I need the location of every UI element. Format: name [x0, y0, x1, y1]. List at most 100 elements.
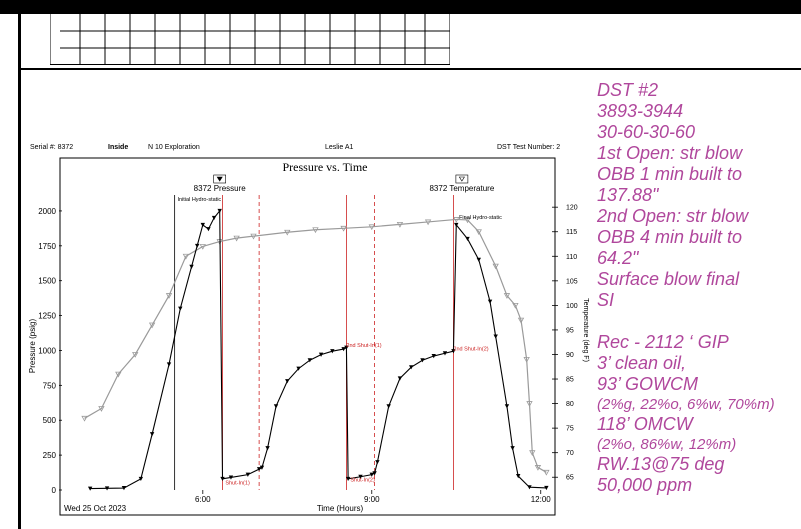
note-line: DST #2 — [597, 80, 659, 100]
company-label: N 10 Exploration — [148, 144, 200, 151]
note-line: 3893-3944 — [597, 101, 684, 121]
note-line: 137.88" — [597, 185, 659, 205]
pressure-point — [296, 366, 301, 371]
y-tick-label: 750 — [43, 381, 57, 390]
temperature-point — [368, 224, 375, 231]
y2-tick-label: 110 — [566, 254, 577, 261]
y2-tick-label: 105 — [566, 278, 578, 285]
temperature-point — [475, 229, 482, 236]
pressure-point — [345, 476, 351, 482]
note-line: RW.13@75 deg — [597, 454, 725, 474]
temperature-point — [529, 450, 536, 457]
pressure-point — [178, 306, 183, 311]
y2-tick-label: 85 — [566, 377, 574, 384]
temperature-point — [492, 263, 499, 270]
note-line: 2nd Open: str blow — [597, 206, 749, 226]
temperature-point — [464, 217, 471, 224]
pressure-point — [369, 472, 374, 477]
y-tick-label: 2000 — [38, 207, 56, 216]
pressure-point — [217, 208, 222, 214]
y2-tick-label: 90 — [566, 352, 574, 359]
pressure-point — [166, 362, 172, 367]
pressure-point — [487, 299, 493, 304]
left-border — [18, 0, 21, 529]
y-tick-label: 500 — [43, 416, 57, 425]
note-line: (2%o, 86%w, 12%m) — [597, 436, 737, 453]
temperature-point — [526, 401, 533, 407]
pressure-point — [465, 236, 470, 242]
event-annotation: Shut-In(2) — [350, 478, 375, 484]
y-tick-label: 250 — [43, 451, 57, 460]
temperature-series-line — [84, 218, 547, 473]
pressure-point — [408, 365, 414, 370]
temperature-point — [340, 225, 347, 232]
y2-axis-label: Temperature (deg F) — [582, 298, 589, 362]
temperature-point — [512, 302, 519, 309]
temperature-point — [312, 227, 319, 234]
y2-tick-label: 75 — [566, 426, 574, 433]
temperature-point — [503, 293, 511, 299]
note-line: 30-60-30-60 — [597, 122, 696, 142]
note-line: 50,000 ppm — [597, 475, 693, 495]
pressure-point — [307, 358, 313, 363]
temperature-point — [424, 219, 432, 226]
pressure-point — [245, 472, 251, 477]
note-line: (2%g, 22%o, 6%w, 70%m) — [597, 396, 775, 413]
pressure-point — [318, 352, 324, 357]
pressure-point — [220, 476, 225, 482]
pressure-point — [375, 460, 380, 465]
pressure-point — [397, 376, 403, 381]
date-label: Wed 25 Oct 2023 — [64, 504, 127, 513]
pressure-point — [228, 475, 234, 480]
temperature-point — [523, 356, 530, 363]
y2-tick-label: 115 — [566, 229, 577, 236]
temperature-point — [543, 469, 550, 476]
serial-label: Serial #: 8372 — [30, 144, 74, 151]
temperature-point — [98, 406, 105, 412]
temperature-point — [517, 317, 525, 324]
temperature-point — [148, 322, 156, 329]
pressure-point — [259, 465, 265, 470]
lease-label: Leslie A1 — [325, 144, 354, 151]
chart-title: Pressure vs. Time — [282, 160, 367, 174]
temperature-point — [132, 352, 139, 358]
pressure-point — [386, 404, 391, 409]
pressure-point — [516, 474, 521, 479]
x-tick-label: 6:00 — [195, 495, 211, 504]
dst-notes: DST #2 3893-3944 30-60-30-60 1st Open: str … — [597, 80, 801, 496]
y2-tick-label: 120 — [566, 205, 578, 212]
pressure-point — [273, 404, 279, 409]
pressure-point — [420, 358, 425, 363]
top-border — [0, 0, 801, 14]
note-line: OBB 1 min built to — [597, 164, 743, 184]
temperature-point — [199, 244, 206, 250]
pressure-point — [189, 264, 194, 269]
y2-tick-label: 100 — [566, 303, 578, 310]
pressure-point — [194, 243, 200, 249]
pressure-point — [358, 474, 363, 479]
note-line: 1st Open: str blow — [597, 143, 743, 163]
pressure-point — [256, 467, 262, 472]
section-divider — [18, 68, 801, 70]
pressure-point — [138, 476, 144, 482]
y2-tick-label: 70 — [566, 450, 574, 457]
legend-marker — [458, 176, 465, 182]
y2-tick-label: 95 — [566, 327, 574, 334]
pressure-point — [372, 471, 377, 476]
y2-tick-label: 65 — [566, 475, 574, 482]
note-line: OBB 4 min built to — [597, 227, 743, 247]
pressure-point — [510, 446, 515, 451]
pressure-point — [121, 486, 127, 491]
pressure-point — [451, 349, 456, 354]
note-line: 118’ OMCW — [597, 414, 693, 434]
y-tick-label: 0 — [52, 486, 57, 495]
pressure-point — [341, 347, 346, 352]
temperature-point — [534, 465, 542, 471]
event-annotation: 2nd Shut-In(2) — [453, 346, 488, 352]
pressure-point — [330, 349, 335, 354]
pressure-point — [544, 485, 549, 491]
pressure-point — [493, 334, 498, 339]
x-axis-label: Time (Hours) — [317, 504, 364, 513]
temperature-point — [250, 233, 257, 240]
